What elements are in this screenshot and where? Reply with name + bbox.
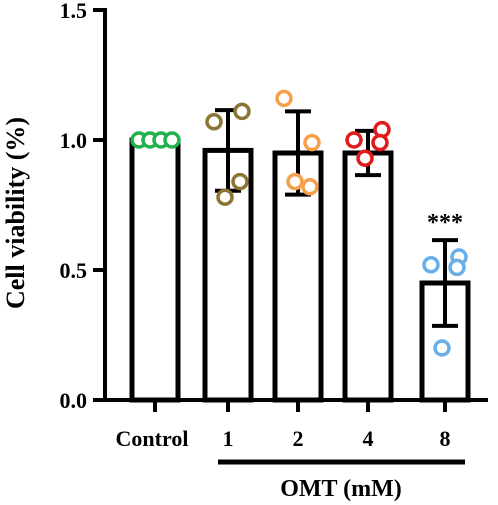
x-ticks-layer: Control 1 2 4 8 bbox=[116, 400, 451, 451]
data-point bbox=[286, 172, 304, 191]
data-point bbox=[345, 131, 363, 149]
data-points-layer bbox=[130, 89, 468, 357]
data-point bbox=[231, 172, 249, 191]
data-point bbox=[371, 133, 389, 152]
error-bar bbox=[432, 238, 458, 328]
data-point bbox=[205, 113, 223, 131]
data-point bbox=[303, 133, 321, 152]
axes-layer bbox=[103, 8, 488, 402]
y-axis-label: Cell viability (%) bbox=[1, 117, 30, 309]
x-tick-label: 4 bbox=[363, 426, 374, 451]
x-tick-label: 1 bbox=[223, 426, 234, 451]
data-point bbox=[216, 188, 234, 206]
significance-marker: *** bbox=[427, 210, 463, 236]
data-point bbox=[433, 339, 451, 357]
x-axis-label: OMT (mM) bbox=[280, 476, 402, 502]
y-tick-label: 1.5 bbox=[60, 0, 88, 23]
data-point bbox=[356, 149, 374, 167]
x-tick-label: 2 bbox=[293, 426, 304, 451]
data-point bbox=[163, 131, 181, 149]
data-point bbox=[275, 89, 293, 108]
data-point bbox=[422, 256, 440, 274]
x-tick-label: Control bbox=[116, 426, 189, 451]
bar bbox=[129, 137, 181, 403]
data-point bbox=[448, 258, 466, 277]
x-tick-label: 8 bbox=[440, 426, 451, 451]
bar bbox=[342, 150, 394, 403]
y-tick-label: 0.0 bbox=[60, 388, 88, 413]
data-point bbox=[301, 178, 319, 196]
significance-layer: *** bbox=[427, 210, 463, 236]
y-tick-label: 1.0 bbox=[60, 128, 88, 153]
y-ticks-layer: 0.0 0.5 1.0 1.5 bbox=[60, 0, 105, 413]
data-point bbox=[233, 102, 251, 121]
y-tick-label: 0.5 bbox=[60, 258, 88, 283]
